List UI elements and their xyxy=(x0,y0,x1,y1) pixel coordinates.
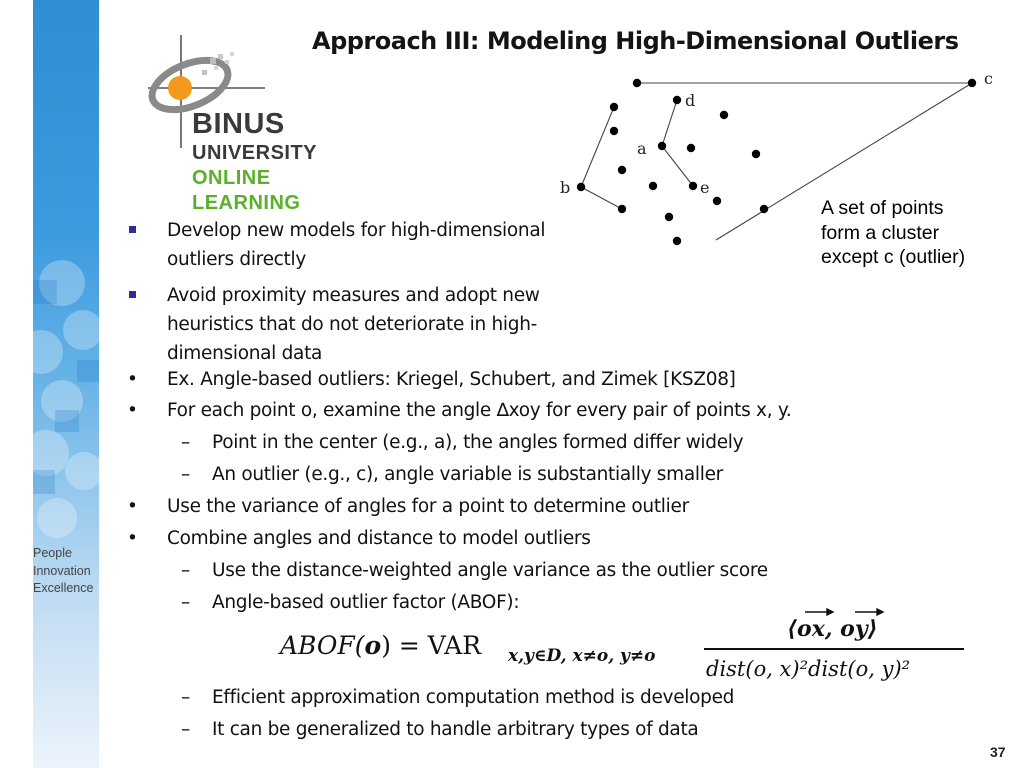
diagram-caption: A set of points form a cluster except c … xyxy=(821,197,966,268)
square-bullet-icon xyxy=(129,291,136,298)
tagline: People Innovation Excellence xyxy=(33,545,93,598)
dash-marker: – xyxy=(181,719,191,740)
item-each-point: For each point o, examine the angle ∆xoy… xyxy=(167,400,792,421)
cluster-diagram: c d a b e xyxy=(560,69,993,246)
label-d: d xyxy=(685,91,695,110)
svg-text:dist(o, x)²dist(o, y)²: dist(o, x)²dist(o, y)² xyxy=(706,657,910,681)
sidebar-decoration xyxy=(33,0,99,768)
item-approximation: Efficient approximation computation meth… xyxy=(212,687,735,708)
label-e: e xyxy=(700,178,709,197)
logo-learning: LEARNING xyxy=(192,192,301,214)
abof-formula: ABOF(o) = VAR x,y∈D, x≠o, y≠o ⟨ox, oy⟩ d… xyxy=(278,607,964,681)
tagline-excellence: Excellence xyxy=(33,581,94,595)
bullet-marker: • xyxy=(127,528,138,549)
svg-text:x,y∈D, x≠o, y≠o: x,y∈D, x≠o, y≠o xyxy=(507,646,656,666)
point-d xyxy=(672,95,682,105)
point-c-top-left xyxy=(632,78,642,88)
label-c: c xyxy=(984,69,993,88)
dash-marker: – xyxy=(181,687,191,708)
item-angle-based: Ex. Angle-based outliers: Kriegel, Schub… xyxy=(167,369,736,390)
bullet-marker: • xyxy=(127,496,138,517)
item-outlier-angle: An outlier (e.g., c), angle variable is … xyxy=(212,464,723,485)
item-generalized: It can be generalized to handle arbitrar… xyxy=(212,719,699,740)
item-variance: Use the variance of angles for a point t… xyxy=(167,496,689,517)
svg-text:ABOF(o) = VAR: ABOF(o) = VAR xyxy=(278,631,482,660)
point-a xyxy=(657,141,667,151)
bullet-avoid-proximity: Avoid proximity measures and adopt new h… xyxy=(167,285,540,364)
tagline-people: People xyxy=(33,546,72,560)
item-abof: Angle-based outlier factor (ABOF): xyxy=(212,592,520,613)
dash-marker: – xyxy=(181,592,191,613)
page-number: 37 xyxy=(990,744,1006,760)
label-a: a xyxy=(637,139,647,158)
bullet-marker: • xyxy=(127,369,138,390)
square-bullet-icon xyxy=(129,226,136,233)
logo-online: ONLINE xyxy=(192,167,271,189)
dash-marker: – xyxy=(181,432,191,453)
logo-university: UNIVERSITY xyxy=(192,142,318,164)
svg-text:⟨ox, oy⟩: ⟨ox, oy⟩ xyxy=(787,616,878,642)
tagline-innovation: Innovation xyxy=(33,563,91,578)
point-b xyxy=(576,182,586,192)
label-b: b xyxy=(560,178,570,197)
item-combine: Combine angles and distance to model out… xyxy=(167,528,591,549)
dash-marker: – xyxy=(181,464,191,485)
slide-title: Approach III: Modeling High-Dimensional … xyxy=(312,27,959,55)
point-e xyxy=(688,181,698,191)
bullet-marker: • xyxy=(127,400,138,421)
binus-logo-icon xyxy=(148,35,265,148)
item-center-point: Point in the center (e.g., a), the angle… xyxy=(212,432,744,453)
dash-marker: – xyxy=(181,560,191,581)
point-c xyxy=(967,78,977,88)
item-distance-weighted: Use the distance-weighted angle variance… xyxy=(212,560,768,581)
logo-binus: BINUS xyxy=(192,108,285,140)
bullet-develop-models: Develop new models for high-dimensional … xyxy=(167,220,546,270)
